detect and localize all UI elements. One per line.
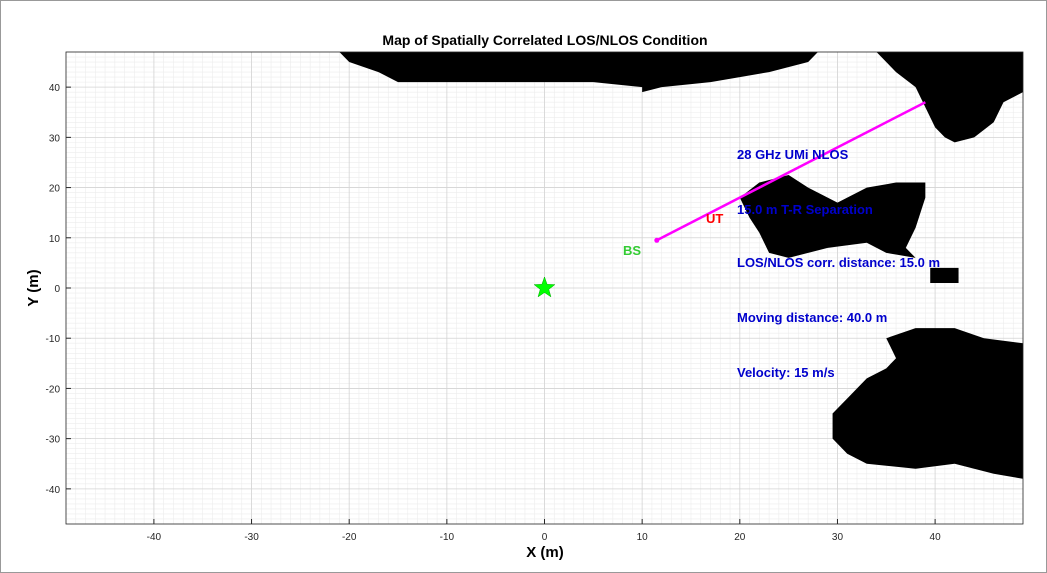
y-tick-label: 10 — [49, 234, 61, 245]
x-tick-label: -40 — [147, 532, 162, 543]
annotation: LOS/NLOS corr. distance: 15.0 m — [737, 255, 940, 270]
y-tick-label: 30 — [49, 133, 61, 144]
ut-route — [656, 101, 926, 242]
nlos-region — [339, 52, 818, 93]
nlos-region — [739, 175, 926, 258]
x-tick-label: -30 — [244, 532, 259, 543]
annotation: Moving distance: 40.0 m — [737, 310, 887, 325]
nlos-region — [832, 328, 1023, 479]
y-tick-label: -10 — [46, 334, 61, 345]
x-tick-label: 40 — [930, 532, 942, 543]
annotation: Velocity: 15 m/s — [737, 365, 835, 380]
annotation: 15.0 m T-R Separation — [737, 202, 873, 217]
x-tick-label: 10 — [637, 532, 649, 543]
x-tick-label: -10 — [440, 532, 455, 543]
y-tick-label: 40 — [49, 83, 61, 94]
bs-label: BS — [623, 243, 641, 258]
x-axis-label: X (m) — [526, 544, 564, 561]
nlos-region — [930, 267, 959, 283]
nlos-region — [876, 52, 1023, 143]
ut-start — [654, 237, 660, 243]
y-tick-label: 0 — [54, 284, 60, 295]
y-axis-label: Y (m) — [25, 269, 42, 306]
ut-label: UT — [706, 211, 723, 226]
axes-box — [65, 51, 1024, 525]
y-tick-label: -40 — [46, 485, 61, 496]
bs-marker — [533, 276, 556, 298]
annotation: 28 GHz UMi NLOS — [737, 147, 849, 162]
x-tick-label: 30 — [832, 532, 844, 543]
chart-title: Map of Spatially Correlated LOS/NLOS Con… — [382, 32, 707, 48]
y-tick-label: -30 — [46, 435, 61, 446]
x-tick-label: 0 — [542, 532, 548, 543]
x-tick-label: -20 — [342, 532, 357, 543]
y-tick-label: 20 — [49, 184, 61, 195]
y-tick-label: -20 — [46, 384, 61, 395]
x-tick-label: 20 — [734, 532, 746, 543]
